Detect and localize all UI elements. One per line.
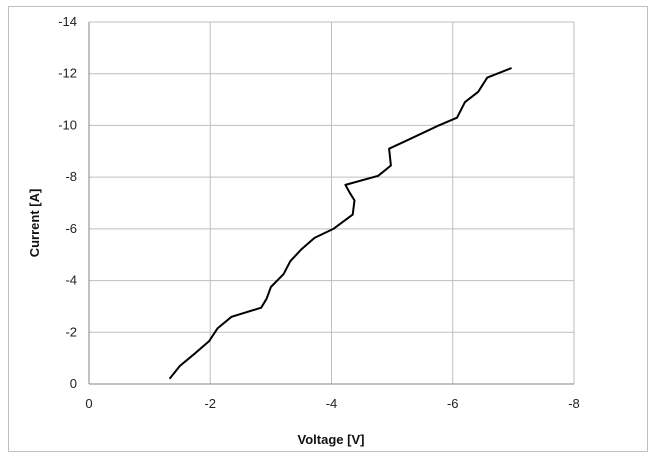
y-tick-label: -2 xyxy=(65,324,77,339)
grid xyxy=(89,21,575,384)
x-tick-label: -2 xyxy=(204,396,216,411)
x-tick-label: -4 xyxy=(326,396,338,411)
y-tick-label: -6 xyxy=(65,221,77,236)
y-tick-label: -4 xyxy=(65,273,77,288)
x-tick-label: -6 xyxy=(447,396,459,411)
x-tick-label: -8 xyxy=(568,396,580,411)
y-tick-label: -14 xyxy=(58,14,77,29)
axes xyxy=(88,22,574,385)
x-axis-title: Voltage [V] xyxy=(298,432,365,447)
series-layer xyxy=(168,67,512,380)
line-chart: 0 -2 -4 -6 -80-2-4-6-8-10-12-14 Voltage [V] … xyxy=(27,14,580,447)
y-tick-label: 0 xyxy=(70,376,77,391)
y-tick-label: -10 xyxy=(58,117,77,132)
chart-frame: 0 -2 -4 -6 -8 0 -2 -4 -6 -8 -10 -12 -14 Voltage [V] … xyxy=(8,6,648,452)
y-tick-label: -12 xyxy=(58,66,77,81)
y-tick-label: -8 xyxy=(65,169,77,184)
x-tick-label: 0 xyxy=(85,396,92,411)
y-axis-title: Current [A] xyxy=(27,189,42,258)
series-line xyxy=(168,67,512,380)
tick-labels: 0 -2 -4 -6 -8 0 -2 -4 -6 -8 -10 -12 -14 xyxy=(58,14,580,411)
